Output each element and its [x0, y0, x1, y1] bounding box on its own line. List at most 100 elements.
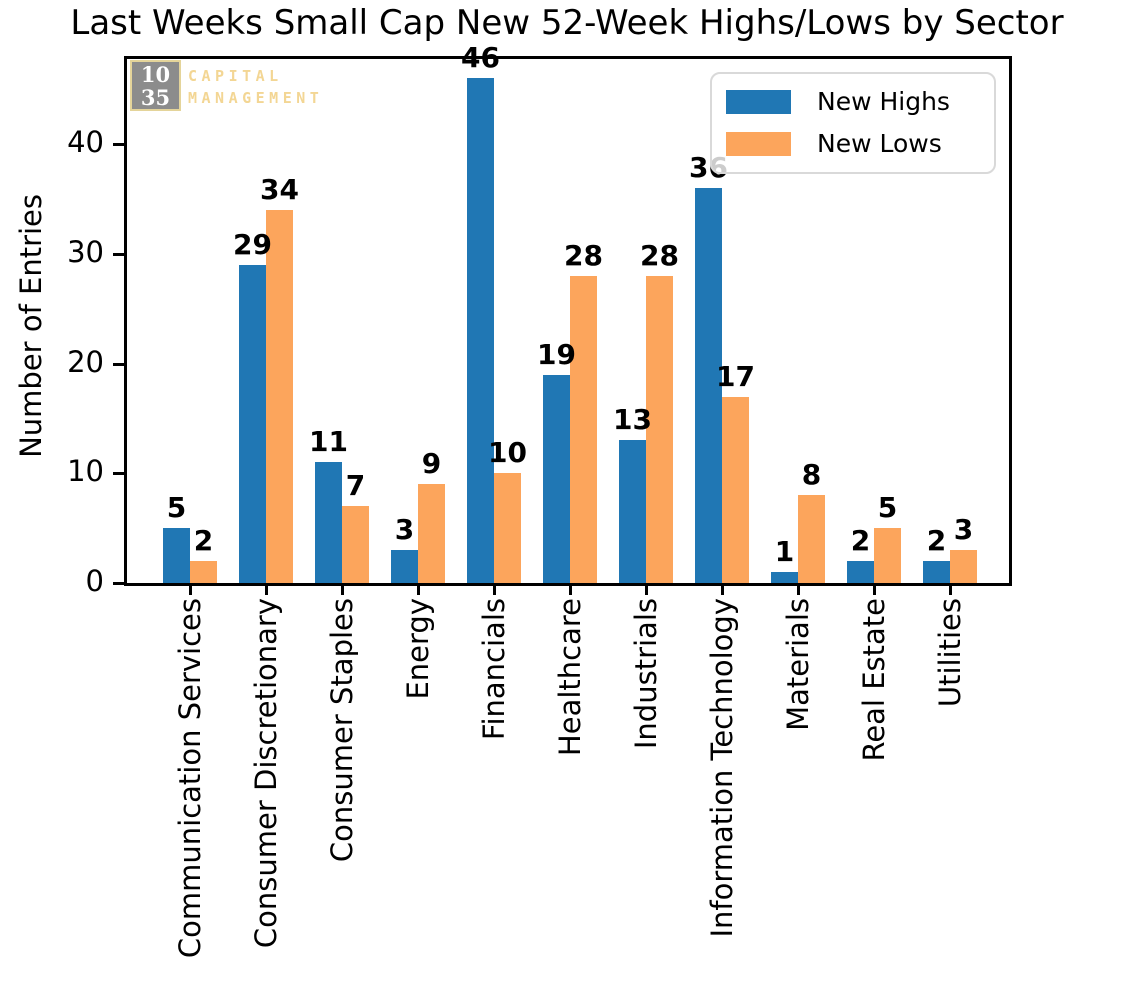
bar-new-highs-communication-services: [163, 528, 190, 583]
xtick-label-consumer-discretionary: Consumer Discretionary: [247, 598, 285, 948]
ytick-label-10: 10: [67, 454, 104, 488]
value-label-new-lows-communication-services: 2: [193, 524, 214, 557]
bar-new-lows-energy: [418, 484, 445, 583]
logo-box: 10 35: [130, 60, 181, 111]
xtick-mark-financials: [493, 586, 496, 595]
value-label-new-lows-consumer-staples: 7: [345, 469, 366, 502]
xtick-mark-utilities: [949, 586, 952, 595]
ytick-label-0: 0: [85, 564, 104, 598]
xtick-label-information-technology: Information Technology: [703, 598, 741, 938]
logo-wordmark: CAPITAL MANAGEMENT: [188, 65, 323, 109]
logo-word-management: MANAGEMENT: [188, 89, 324, 107]
bar-new-highs-consumer-discretionary: [239, 265, 266, 583]
legend-swatch-new-lows: [726, 132, 791, 157]
legend-label-new-highs: New Highs: [817, 86, 950, 116]
xtick-label-text-financials: Financials: [477, 598, 511, 741]
value-label-new-lows-consumer-discretionary: 34: [260, 173, 299, 206]
bar-new-highs-real-estate: [847, 561, 874, 583]
bar-new-highs-energy: [391, 550, 418, 583]
value-label-new-lows-energy: 9: [421, 447, 442, 480]
xtick-mark-energy: [417, 586, 420, 595]
ytick-label-20: 20: [67, 345, 104, 379]
bar-new-highs-materials: [771, 572, 798, 583]
bar-new-lows-materials: [798, 495, 825, 583]
bar-new-lows-financials: [494, 473, 521, 583]
legend-item-new-lows: New Lows: [726, 129, 980, 159]
value-label-new-lows-information-technology: 17: [716, 360, 755, 393]
ytick-mark-20: [113, 363, 124, 366]
xtick-label-text-healthcare: Healthcare: [553, 598, 587, 757]
legend: New Highs New Lows: [710, 72, 996, 174]
value-label-new-lows-utilities: 3: [953, 513, 974, 546]
xtick-label-consumer-staples: Consumer Staples: [323, 598, 361, 862]
legend-label-new-lows: New Lows: [817, 129, 942, 159]
ytick-mark-40: [113, 143, 124, 146]
legend-item-new-highs: New Highs: [726, 87, 980, 117]
xtick-label-communication-services: Communication Services: [171, 598, 209, 958]
value-label-new-highs-real-estate: 2: [850, 524, 871, 557]
xtick-label-real-estate: Real Estate: [855, 598, 893, 762]
value-label-new-lows-materials: 8: [801, 458, 822, 491]
xtick-label-text-industrials: Industrials: [629, 598, 663, 750]
xtick-mark-communication-services: [189, 586, 192, 595]
chart-title: Last Weeks Small Cap New 52-Week Highs/L…: [70, 3, 1064, 43]
xtick-label-utilities: Utilities: [931, 598, 969, 707]
bar-new-highs-financials: [467, 78, 494, 583]
bar-new-highs-information-technology: [695, 188, 722, 583]
xtick-mark-information-technology: [721, 586, 724, 595]
bar-new-lows-healthcare: [570, 276, 597, 583]
bar-new-lows-consumer-discretionary: [266, 210, 293, 583]
logo-word-capital: CAPITAL: [188, 67, 283, 85]
bar-new-lows-consumer-staples: [342, 506, 369, 583]
ytick-label-30: 30: [67, 235, 104, 269]
xtick-label-text-energy: Energy: [401, 598, 435, 700]
xtick-label-text-information-technology: Information Technology: [705, 598, 739, 938]
value-label-new-highs-industrials: 13: [613, 403, 652, 436]
xtick-mark-industrials: [645, 586, 648, 595]
xtick-mark-real-estate: [873, 586, 876, 595]
value-label-new-highs-healthcare: 19: [537, 338, 576, 371]
bar-new-highs-industrials: [619, 440, 646, 583]
value-label-new-highs-consumer-discretionary: 29: [233, 228, 272, 261]
bar-new-lows-real-estate: [874, 528, 901, 583]
value-label-new-highs-materials: 1: [774, 535, 795, 568]
xtick-label-energy: Energy: [399, 598, 437, 700]
bar-new-highs-consumer-staples: [315, 462, 342, 583]
value-label-new-lows-real-estate: 5: [877, 491, 898, 524]
value-label-new-lows-financials: 10: [488, 436, 527, 469]
bar-new-lows-information-technology: [722, 397, 749, 583]
xtick-label-healthcare: Healthcare: [551, 598, 589, 756]
bar-new-lows-industrials: [646, 276, 673, 583]
xtick-label-industrials: Industrials: [627, 598, 665, 749]
y-axis-label-text: Number of Entries: [14, 194, 48, 458]
xtick-label-text-real-estate: Real Estate: [857, 598, 891, 762]
bar-new-highs-utilities: [923, 561, 950, 583]
ytick-label-40: 40: [67, 125, 104, 159]
legend-swatch-new-highs: [726, 89, 791, 114]
logo: 10 35 CAPITAL MANAGEMENT: [130, 60, 323, 111]
xtick-mark-healthcare: [569, 586, 572, 595]
logo-number-top: 10: [140, 62, 171, 87]
y-axis-label: Number of Entries: [12, 194, 50, 458]
ytick-mark-0: [113, 582, 124, 585]
value-label-new-highs-financials: 46: [461, 41, 500, 74]
xtick-label-financials: Financials: [475, 598, 513, 740]
ytick-mark-10: [113, 472, 124, 475]
ytick-mark-30: [113, 253, 124, 256]
value-label-new-lows-healthcare: 28: [564, 239, 603, 272]
xtick-mark-consumer-discretionary: [265, 586, 268, 595]
bar-new-lows-communication-services: [190, 561, 217, 583]
value-label-new-highs-energy: 3: [394, 513, 415, 546]
xtick-mark-materials: [797, 586, 800, 595]
bar-new-lows-utilities: [950, 550, 977, 583]
xtick-mark-consumer-staples: [341, 586, 344, 595]
xtick-label-text-utilities: Utilities: [933, 598, 967, 708]
xtick-label-materials: Materials: [779, 598, 817, 731]
value-label-new-highs-utilities: 2: [926, 524, 947, 557]
value-label-new-highs-communication-services: 5: [166, 491, 187, 524]
xtick-label-text-consumer-discretionary: Consumer Discretionary: [249, 598, 283, 949]
value-label-new-lows-industrials: 28: [640, 239, 679, 272]
xtick-label-text-materials: Materials: [781, 598, 815, 731]
bar-new-highs-healthcare: [543, 375, 570, 583]
